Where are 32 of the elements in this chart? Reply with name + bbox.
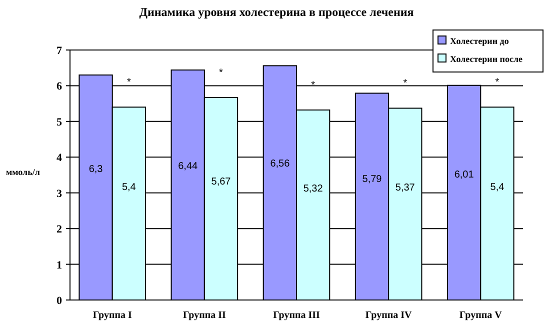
- x-tick-label: Группа III: [273, 310, 320, 321]
- x-tick-label: Группа I: [92, 310, 132, 321]
- data-label: 6,3: [88, 164, 104, 175]
- y-tick-label: 1: [56, 259, 62, 272]
- annotation: *: [311, 80, 316, 91]
- data-label: 5,67: [211, 176, 232, 188]
- data-label: 5,37: [395, 182, 416, 194]
- data-label: 6,56: [270, 158, 290, 170]
- chart-title: Динамика уровня холестерина в процессе лечения: [139, 5, 414, 19]
- data-label: 5,32: [303, 184, 324, 195]
- data-label: 5,79: [362, 174, 382, 186]
- legend-label: Холестерин после: [450, 54, 523, 64]
- y-tick-label: 7: [56, 45, 62, 57]
- annotation: *: [403, 78, 408, 90]
- data-label: 6,01: [454, 170, 474, 181]
- legend-label: Холестерин до: [450, 36, 510, 46]
- data-label: 6,44: [178, 160, 198, 172]
- y-tick-label: 3: [56, 188, 62, 200]
- annotation: *: [126, 77, 131, 88]
- y-tick-label: 0: [56, 295, 62, 307]
- y-tick-label: 2: [56, 224, 62, 236]
- data-label: 5,4: [122, 182, 136, 194]
- annotation: *: [495, 77, 500, 88]
- y-tick-label: 6: [56, 80, 62, 93]
- y-tick-label: 4: [56, 152, 62, 164]
- y-axis-title: ммоль/л: [6, 167, 40, 177]
- y-tick-label: 5: [56, 116, 62, 128]
- x-tick-label: Группа II: [182, 310, 226, 321]
- x-tick-label: Группа V: [459, 310, 503, 321]
- data-label: 5,4: [490, 182, 505, 194]
- x-tick-label: Группа IV: [365, 310, 412, 321]
- annotation: *: [219, 68, 224, 78]
